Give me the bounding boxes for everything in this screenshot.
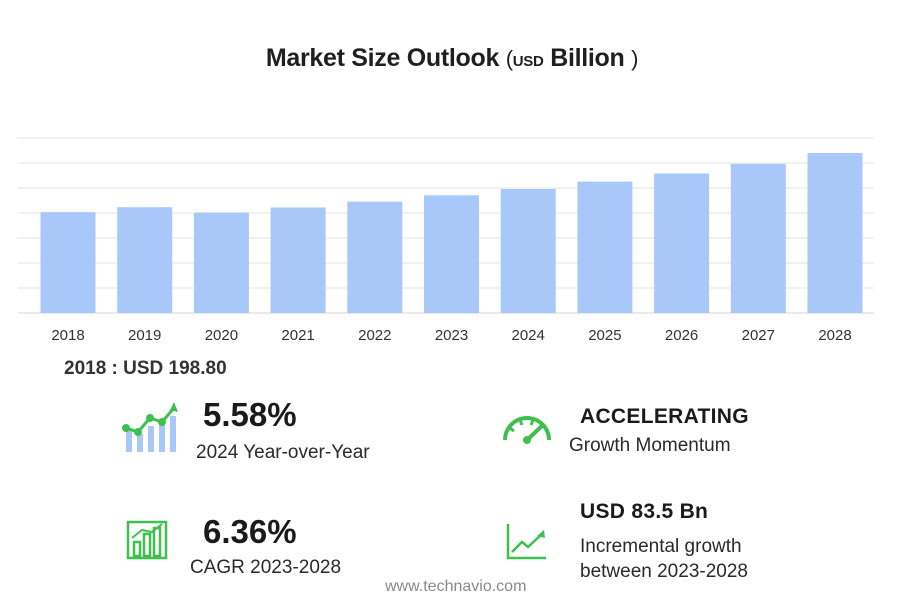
yoy-value: 5.58% bbox=[203, 396, 297, 433]
bar-chart: 2018 2019 2020 2021 2022 2023 2024 2025 2026 2027… bbox=[18, 137, 874, 344]
x-tick-label-2019: 2019 bbox=[128, 327, 161, 344]
growth-chart-icon bbox=[122, 402, 178, 452]
trend-line-icon bbox=[506, 524, 546, 560]
momentum-stat: ACCELERATING bbox=[580, 405, 749, 429]
incremental-stat-label-wrap: Incremental growth between 2023-2028 bbox=[580, 534, 748, 584]
bar-2019 bbox=[117, 207, 173, 313]
title-unit: Billion bbox=[550, 44, 625, 72]
x-tick-label-2022: 2022 bbox=[358, 327, 391, 344]
title-paren-open: ( bbox=[505, 46, 513, 71]
bar-2026 bbox=[654, 173, 710, 313]
title-paren-close: ) bbox=[631, 46, 639, 71]
momentum-value: ACCELERATING bbox=[580, 405, 749, 428]
cagr-stat-label-wrap: CAGR 2023-2028 bbox=[190, 555, 341, 580]
incremental-stat: USD 83.5 Bn bbox=[580, 500, 708, 524]
bar-2028 bbox=[807, 152, 863, 313]
incremental-label-line2: between 2023-2028 bbox=[580, 561, 748, 582]
bar-chart-icon bbox=[126, 520, 168, 560]
incremental-label-line1: Incremental growth bbox=[580, 536, 742, 557]
yoy-stat: 5.58% bbox=[203, 396, 297, 434]
x-tick-label-2027: 2027 bbox=[742, 327, 775, 344]
chart-title: Market Size Outlook (USD Billion ) bbox=[0, 44, 904, 73]
x-tick-label-2024: 2024 bbox=[512, 327, 545, 344]
bar-2023 bbox=[424, 195, 479, 313]
momentum-label: Growth Momentum bbox=[569, 435, 731, 456]
x-tick-label-2028: 2028 bbox=[818, 327, 851, 344]
momentum-stat-label-wrap: Growth Momentum bbox=[569, 433, 731, 458]
bar-2024 bbox=[500, 188, 556, 313]
x-tick-label-2026: 2026 bbox=[665, 327, 698, 344]
cagr-value: 6.36% bbox=[203, 513, 297, 550]
bar-2021 bbox=[270, 207, 326, 313]
x-tick-label-2023: 2023 bbox=[435, 327, 468, 344]
x-tick-label-2025: 2025 bbox=[588, 327, 621, 344]
bar-2027 bbox=[730, 163, 786, 313]
yoy-label: 2024 Year-over-Year bbox=[196, 442, 370, 463]
speedometer-icon bbox=[503, 416, 551, 444]
cagr-label: CAGR 2023-2028 bbox=[190, 557, 342, 578]
cagr-stat: 6.36% bbox=[203, 513, 297, 551]
x-tick-label-2021: 2021 bbox=[281, 327, 314, 344]
title-unit-currency: USD bbox=[512, 53, 544, 70]
bar-2018 bbox=[40, 212, 96, 313]
bar-2022 bbox=[347, 201, 403, 313]
chart-title-text: Market Size Outlook bbox=[265, 44, 500, 72]
yoy-stat-label-wrap: 2024 Year-over-Year bbox=[196, 440, 370, 465]
base-year-value: 2018 : USD 198.80 bbox=[64, 358, 227, 379]
incremental-value: USD 83.5 Bn bbox=[580, 500, 709, 523]
watermark: www.technavio.com bbox=[385, 578, 527, 595]
bar-2025 bbox=[577, 181, 633, 313]
x-tick-label-2018: 2018 bbox=[51, 327, 84, 344]
x-tick-label-2020: 2020 bbox=[205, 327, 238, 344]
bar-2020 bbox=[193, 212, 249, 313]
